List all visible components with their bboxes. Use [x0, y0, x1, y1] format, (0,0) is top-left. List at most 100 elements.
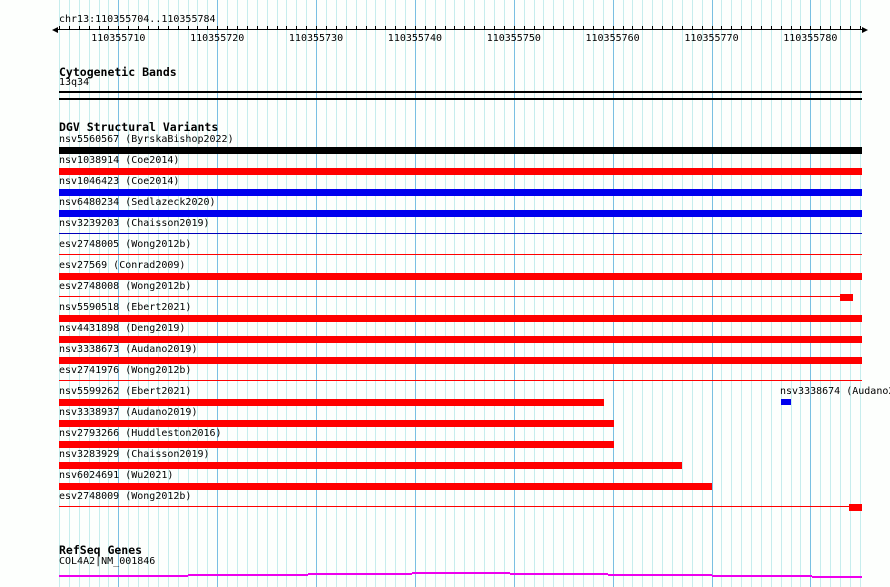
grid-line-major	[711, 0, 713, 587]
ruler-tick	[602, 26, 604, 30]
ruler-tick	[414, 26, 416, 30]
ruler-tick	[681, 26, 683, 30]
variant-line[interactable]	[59, 296, 840, 298]
grid-line-minor	[227, 0, 229, 587]
variant-label: nsv4431898 (Deng2019)	[59, 323, 186, 334]
grid-line-minor	[533, 0, 535, 587]
ruler-tick	[148, 26, 149, 30]
ruler-tick	[286, 26, 288, 30]
grid-line-minor	[98, 0, 100, 587]
variant-bar[interactable]	[59, 336, 862, 343]
grid-line-minor	[59, 0, 60, 587]
gene-line-segment[interactable]	[308, 573, 412, 575]
grid-line-minor	[671, 0, 673, 587]
grid-line-minor	[622, 0, 624, 587]
variant-bar[interactable]	[59, 483, 712, 490]
ruler-tick	[830, 26, 832, 30]
grid-line-minor	[454, 0, 456, 587]
variant-label: nsv5599262 (Ebert2021)	[59, 386, 192, 397]
ruler-tick	[592, 26, 594, 30]
variant-bar[interactable]	[59, 420, 614, 427]
grid-line-minor	[632, 0, 634, 587]
cytobands-title: Cytogenetic Bands	[59, 65, 177, 79]
ruler-tick	[345, 26, 347, 30]
ruler-tick	[820, 26, 822, 30]
ruler-tick	[434, 26, 436, 30]
variant-bar[interactable]	[59, 210, 862, 217]
variant-bar[interactable]	[59, 168, 862, 175]
ruler-tick	[474, 26, 476, 30]
variant-bar[interactable]	[59, 399, 604, 406]
variant-bar[interactable]	[59, 462, 682, 469]
grid-line-minor	[138, 0, 140, 587]
variant-endpoint-box[interactable]	[849, 504, 862, 511]
variant-line[interactable]	[59, 233, 862, 235]
ruler-tick	[256, 26, 258, 30]
ruler-tick	[780, 26, 782, 30]
ruler-tick	[513, 26, 515, 30]
variant-bar[interactable]	[59, 315, 862, 322]
ruler-tick	[375, 26, 377, 30]
variant-label: esv2748005 (Wong2012b)	[59, 239, 192, 250]
gene-line-segment[interactable]	[188, 574, 308, 576]
grid-line-minor	[731, 0, 733, 587]
grid-line-minor	[276, 0, 278, 587]
ruler-tick	[246, 26, 248, 30]
gene-line-segment[interactable]	[812, 576, 862, 578]
variant-bar[interactable]	[59, 273, 862, 280]
ruler-tick	[118, 26, 120, 30]
variant-bar[interactable]	[781, 399, 791, 405]
ruler-tick	[454, 26, 456, 30]
ruler-tick	[494, 26, 495, 30]
ruler-tick	[642, 26, 644, 30]
ruler-tick	[128, 26, 130, 30]
ruler-tick	[167, 26, 169, 30]
cytoband-line	[59, 98, 862, 100]
grid-line-minor	[751, 0, 752, 587]
grid-line-minor	[365, 0, 367, 587]
grid-line-minor	[335, 0, 337, 587]
grid-line-minor	[691, 0, 693, 587]
variant-bar[interactable]	[59, 189, 862, 196]
ruler-tick	[731, 26, 733, 30]
variant-bar[interactable]	[59, 441, 614, 448]
grid-line-minor	[355, 0, 357, 587]
variant-line[interactable]	[59, 506, 849, 508]
ruler-tick	[197, 26, 199, 30]
gene-line-segment[interactable]	[608, 574, 712, 576]
ruler-arrow-left-icon	[52, 27, 58, 33]
grid-line-minor	[187, 0, 189, 587]
ruler-tick	[543, 26, 545, 30]
ruler-tick	[691, 26, 693, 30]
variant-bar[interactable]	[59, 147, 862, 154]
grid-line-minor	[484, 0, 486, 587]
ruler-tick	[236, 26, 238, 30]
grid-line-minor	[246, 0, 248, 587]
grid-line-minor	[840, 0, 841, 587]
ruler-tick	[385, 26, 387, 30]
gene-line-segment[interactable]	[510, 573, 608, 575]
grid-line-minor	[157, 0, 159, 587]
grid-line-minor	[494, 0, 495, 587]
grid-line-minor	[286, 0, 288, 587]
ruler-tick	[464, 26, 466, 30]
ruler-tick	[207, 26, 209, 30]
ruler-tick	[810, 26, 812, 30]
grid-line-minor	[760, 0, 762, 587]
grid-line-minor	[662, 0, 663, 587]
variant-endpoint-box[interactable]	[840, 294, 853, 301]
variant-bar[interactable]	[59, 357, 862, 364]
variant-line[interactable]	[59, 254, 862, 256]
variant-label: nsv3338674 (Audano2019)	[780, 386, 890, 397]
gene-line-segment[interactable]	[712, 575, 812, 577]
ruler-tick-label: 110355720	[190, 33, 245, 44]
grid-line-minor	[780, 0, 782, 587]
variant-line[interactable]	[59, 380, 862, 382]
grid-line-minor	[592, 0, 594, 587]
ruler-tick	[701, 26, 703, 30]
variant-label: nsv1038914 (Coe2014)	[59, 155, 180, 166]
gene-line-segment[interactable]	[59, 575, 188, 577]
grid-line-minor	[128, 0, 130, 587]
gene-line-segment[interactable]	[412, 572, 510, 574]
ruler-tick	[583, 26, 584, 30]
